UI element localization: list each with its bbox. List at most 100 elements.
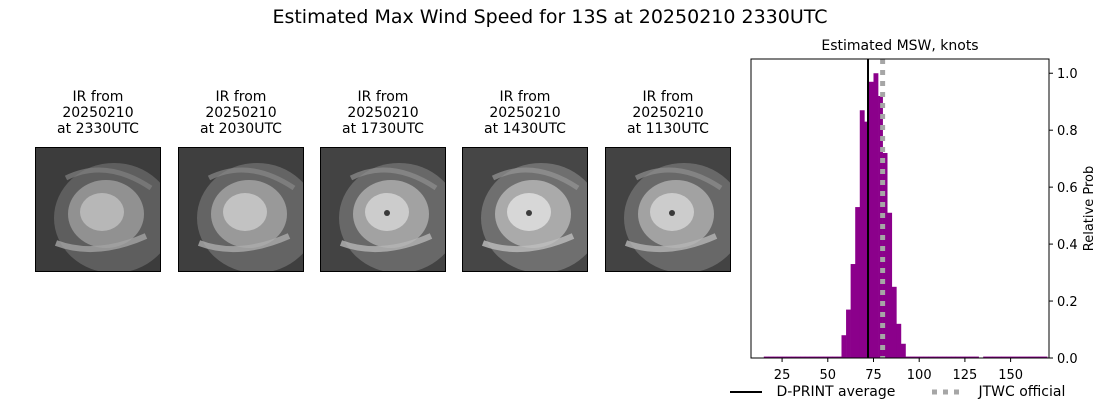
histogram-bar <box>841 335 847 358</box>
y-tick-label: 0.8 <box>1057 124 1078 139</box>
histogram-bar <box>827 356 833 358</box>
histogram-bar <box>864 121 870 359</box>
ir-panel-5: IR from 20250210 at 1130UTC <box>605 89 731 272</box>
spiral-band <box>197 233 291 253</box>
histogram-bar <box>983 356 993 358</box>
histogram-bar <box>882 152 888 358</box>
y-tick-label: 0.2 <box>1057 295 1078 310</box>
histogram-bar <box>782 356 787 358</box>
histogram-bar <box>974 356 979 358</box>
x-tick-label: 75 <box>865 368 882 383</box>
histogram-bar <box>791 356 797 358</box>
spiral-band <box>339 233 433 253</box>
y-tick-label: 0.0 <box>1057 352 1078 367</box>
cyclone-eye <box>669 210 675 216</box>
spiral-band <box>481 233 575 253</box>
y-tick-label: 0.4 <box>1057 238 1078 253</box>
histogram-bar <box>800 356 806 358</box>
cyclone-eye <box>384 210 390 216</box>
histogram-bar <box>914 356 920 358</box>
x-tick-label: 150 <box>998 368 1023 383</box>
histogram-bar <box>1001 356 1011 358</box>
histogram-bar <box>932 356 938 358</box>
ir-panel-title: IR from 20250210 at 2030UTC <box>200 89 282 137</box>
histogram-bar <box>923 356 929 358</box>
histogram-bar <box>786 356 792 358</box>
histogram-bar <box>809 356 815 358</box>
legend-item-jtwc: JTWC official <box>932 384 1065 400</box>
histogram-bar <box>859 110 865 358</box>
histogram-bar <box>772 356 778 358</box>
histogram-bar <box>836 356 842 358</box>
ir-satellite-image <box>605 147 731 272</box>
histogram-bar <box>873 73 879 358</box>
histogram-bar <box>1010 356 1021 358</box>
x-tick-label: 50 <box>820 368 837 383</box>
histogram-bar <box>969 356 975 358</box>
histogram-bar <box>960 356 966 358</box>
spiral-band <box>207 167 296 191</box>
spiral-band <box>624 233 718 253</box>
histogram-bar <box>910 356 915 358</box>
histogram-bar <box>928 356 934 358</box>
y-axis-label: Relative Prob <box>1082 166 1097 251</box>
histogram-bar <box>951 356 957 358</box>
histogram-bar <box>855 207 861 358</box>
spiral-band <box>54 233 148 253</box>
ir-satellite-image <box>462 147 588 272</box>
central-dense-overcast <box>223 193 267 231</box>
histogram-bar <box>955 356 961 358</box>
ir-satellite-image <box>178 147 304 272</box>
ir-satellite-image <box>35 147 161 272</box>
spiral-band <box>634 167 723 191</box>
histogram-bar <box>946 356 952 358</box>
histogram-bar <box>905 356 911 358</box>
histogram-bar <box>919 356 925 358</box>
spiral-band <box>491 167 580 191</box>
histogram-bar <box>846 309 851 358</box>
chart-title: Estimated MSW, knots <box>821 38 978 54</box>
histogram-bar <box>887 212 893 358</box>
figure-title: Estimated Max Wind Speed for 13S at 2025… <box>272 6 828 28</box>
ir-panel-title: IR from 20250210 at 1730UTC <box>342 89 424 137</box>
histogram-bar <box>1038 356 1048 358</box>
ir-panel-2: IR from 20250210 at 2030UTC <box>178 89 304 272</box>
histogram-bar <box>832 356 838 358</box>
x-tick-label: 25 <box>774 368 791 383</box>
histogram-bar <box>900 343 906 358</box>
legend-label: JTWC official <box>978 384 1066 400</box>
histogram-bar <box>868 81 874 359</box>
ir-panel-1: IR from 20250210 at 2330UTC <box>35 89 161 272</box>
histogram-bar <box>850 264 856 358</box>
ir-panel-title: IR from 20250210 at 1130UTC <box>627 89 709 137</box>
histogram-bar <box>768 356 774 358</box>
histogram-bar <box>777 356 783 358</box>
y-tick-label: 0.6 <box>1057 181 1078 196</box>
legend-dotted-line-icon <box>932 389 964 395</box>
x-tick-label: 125 <box>952 368 977 383</box>
x-tick-label: 100 <box>907 368 932 383</box>
spiral-band <box>64 167 153 191</box>
histogram-bar <box>896 323 902 358</box>
legend-label: D-PRINT average <box>776 384 896 400</box>
ir-panel-3: IR from 20250210 at 1730UTC <box>320 89 446 272</box>
histogram-bar <box>804 356 810 358</box>
histogram-bar <box>992 356 1002 358</box>
legend-item-dprint: D-PRINT average <box>730 384 895 400</box>
histogram-bar <box>1028 356 1039 358</box>
histogram-bar <box>795 356 801 358</box>
histogram-bar <box>891 286 897 358</box>
spiral-band <box>349 167 438 191</box>
cyclone-eye <box>526 210 532 216</box>
histogram-bar <box>814 356 819 358</box>
ir-panel-4: IR from 20250210 at 1430UTC <box>462 89 588 272</box>
histogram-bar <box>964 356 970 358</box>
ir-panel-title: IR from 20250210 at 2330UTC <box>57 89 139 137</box>
ir-satellite-image <box>320 147 446 272</box>
histogram-bar <box>1019 356 1030 358</box>
central-dense-overcast <box>80 193 124 231</box>
legend-solid-line-icon <box>730 391 762 393</box>
ir-panel-title: IR from 20250210 at 1430UTC <box>484 89 566 137</box>
y-tick-label: 1.0 <box>1057 67 1078 82</box>
